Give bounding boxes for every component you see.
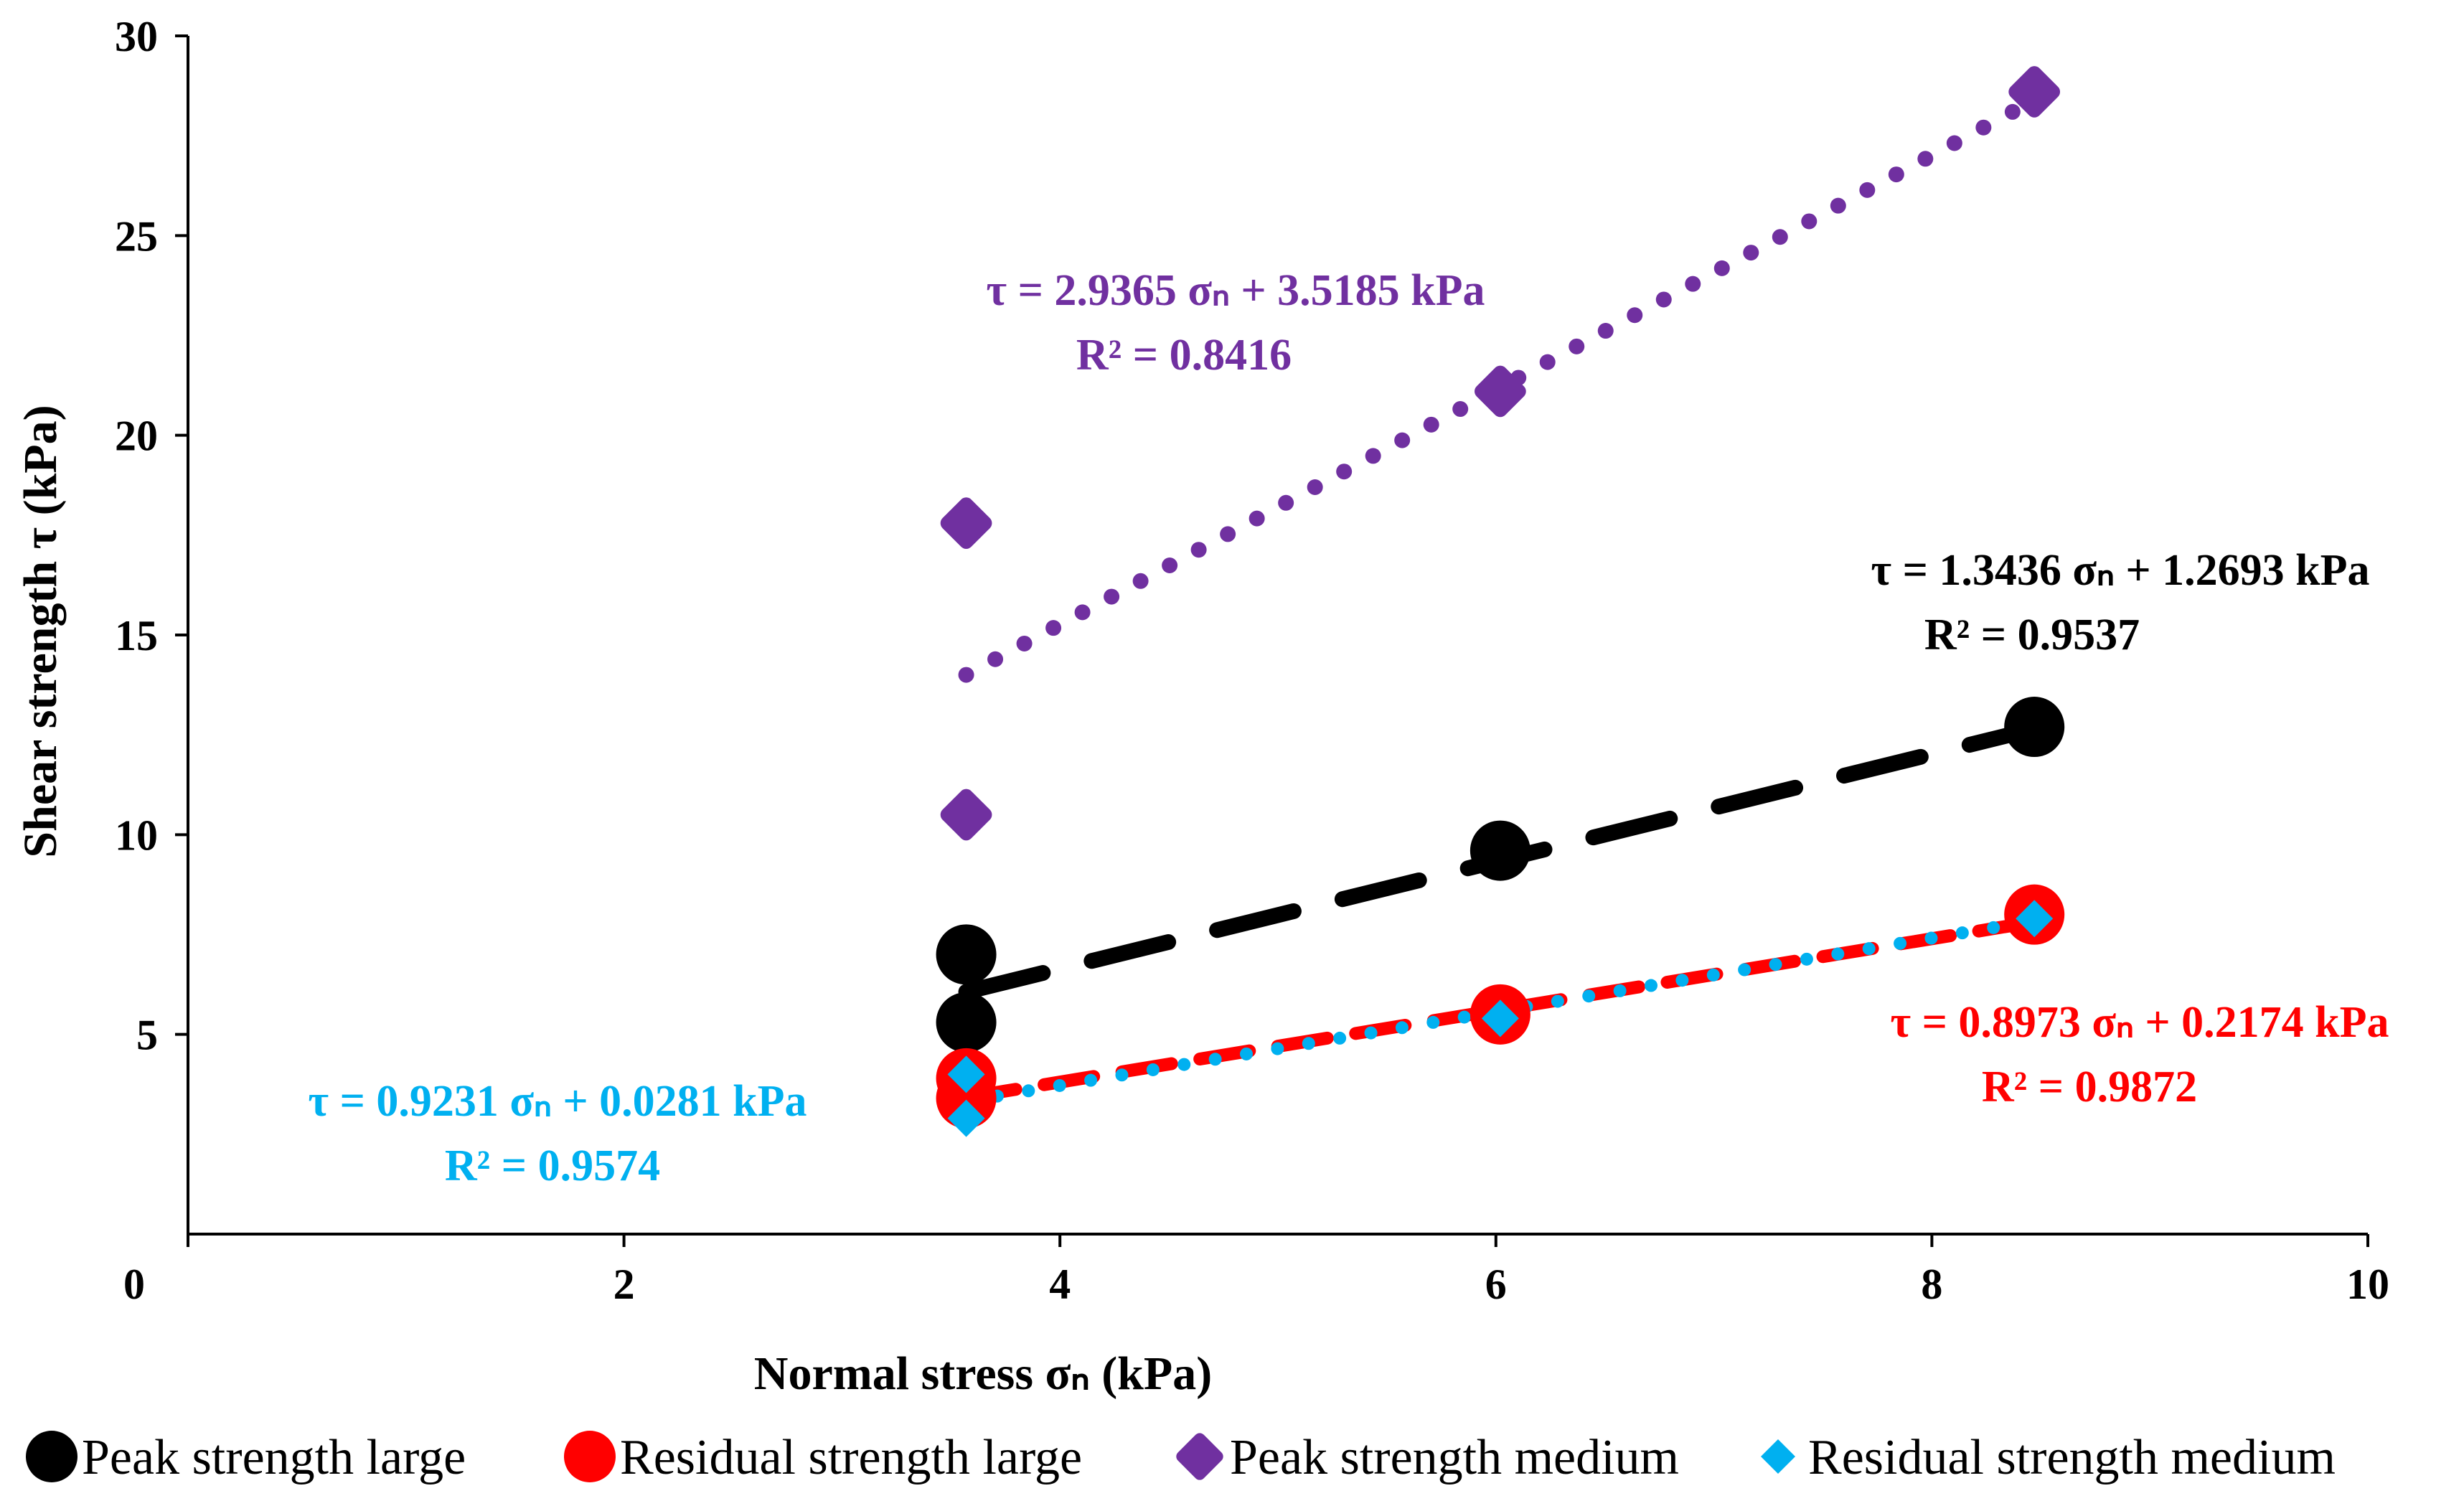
point-peak-strength-medium [1475,365,1526,418]
point-peak-strength-large [936,924,997,985]
legend-label-peak-strength-large: Peak strength large [82,1430,466,1485]
point-peak-strength-medium [940,789,992,841]
x-tick-label: 6 [1485,1261,1507,1308]
y-axis-title: Shear strength τ (kPa) [14,405,67,857]
trendline-peak-strength-medium [958,92,2043,683]
point-residual-strength-medium [1481,999,1519,1037]
eq-residual-medium: τ = 0.9231 σₙ + 0.0281 kPa [308,1077,807,1126]
r2-peak-medium: R² = 0.8416 [1076,331,1292,380]
x-tick-label: 2 [613,1261,635,1308]
legend: Peak strength large Residual strength lar… [26,1430,2336,1485]
legend-label-residual-strength-large: Residual strength large [620,1430,1082,1485]
x-tick-label: 8 [1921,1261,1942,1308]
eq-residual-large: τ = 0.8973 σₙ + 0.2174 kPa [1890,998,2389,1047]
trendlines [958,92,2043,1108]
equation-labels: τ = 2.9365 σₙ + 3.5185 kPa R² = 0.8416 τ… [308,266,2389,1190]
y-tick-label: 10 [115,811,158,859]
legend-marker-residual-strength-medium [1761,1439,1795,1474]
legend-marker-peak-strength-medium [1176,1433,1223,1480]
point-peak-strength-large [2004,697,2065,758]
eq-peak-large: τ = 1.3436 σₙ + 1.2693 kPa [1871,546,2369,595]
point-peak-strength-medium [940,497,992,549]
point-peak-strength-large [936,992,997,1053]
y-tick-label: 20 [115,413,158,460]
eq-peak-medium: τ = 2.9365 σₙ + 3.5185 kPa [986,266,1485,315]
y-tick-label: 15 [115,612,158,659]
x-axis-title: Normal stress σₙ (kPa) [754,1347,1212,1400]
axis-ticks: 0 2 4 6 8 10 5 10 15 20 25 30 [115,13,2389,1308]
point-residual-strength-large [936,1068,997,1129]
data-points [936,66,2065,1137]
y-tick-label: 25 [115,212,158,260]
r2-peak-large: R² = 0.9537 [1924,611,2140,659]
legend-label-residual-strength-medium: Residual strength medium [1808,1430,2336,1485]
point-residual-strength-medium [947,1099,985,1137]
x-tick-label: 10 [2346,1261,2389,1308]
trendline-residual-strength-large [959,915,2041,1104]
r2-residual-medium: R² = 0.9574 [445,1142,660,1190]
point-peak-strength-large [1470,820,1530,881]
point-residual-strength-medium [2016,900,2054,938]
point-residual-strength-medium [947,1055,985,1093]
y-tick-label: 30 [115,13,158,60]
legend-label-peak-strength-medium: Peak strength medium [1230,1430,1679,1485]
point-peak-strength-medium [2008,66,2061,118]
x-tick-label: 0 [123,1261,145,1308]
x-tick-label: 4 [1049,1261,1071,1308]
legend-marker-residual-strength-large [564,1431,616,1482]
y-tick-label: 5 [136,1012,158,1059]
legend-marker-peak-strength-large [26,1431,77,1482]
r2-residual-large: R² = 0.9872 [1982,1063,2197,1111]
